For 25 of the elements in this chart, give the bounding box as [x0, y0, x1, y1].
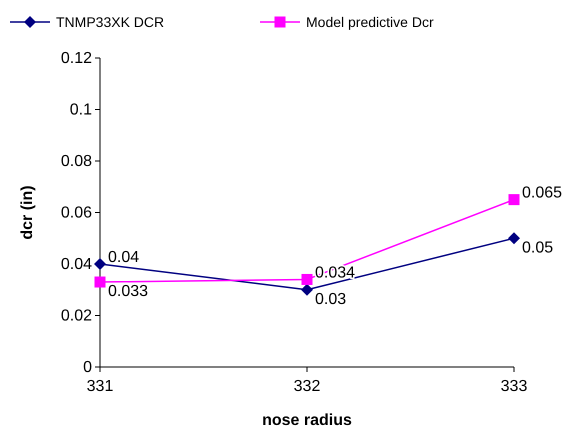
data-label: 0.05: [522, 239, 554, 256]
point: [94, 258, 106, 270]
y-tick-label: 0.1: [70, 102, 92, 118]
y-tick-label: 0.04: [60, 256, 92, 273]
legend-label: TNMP33XK DCR: [56, 14, 164, 30]
x-tick-label: 331: [86, 378, 114, 395]
y-axis-title: dcr (in): [19, 185, 36, 240]
point: [508, 194, 520, 206]
data-label: 0.03: [315, 290, 346, 308]
point: [302, 274, 312, 285]
data-label: 0.04: [108, 249, 140, 266]
point: [508, 232, 520, 244]
y-tick-label: 0: [83, 359, 92, 376]
x-tick-label: 333: [500, 378, 528, 395]
point: [94, 276, 106, 288]
legend-label: Model predictive Dcr: [306, 14, 434, 30]
data-label: 0.033: [108, 283, 148, 300]
x-tick-label: 332: [294, 378, 320, 395]
data-label: 0.065: [522, 184, 562, 202]
y-tick-label: 0.08: [60, 153, 92, 170]
y-tick-label: 0.06: [60, 204, 92, 222]
point: [301, 284, 313, 296]
y-tick-label: 0.02: [60, 308, 92, 324]
y-tick-label: 0.12: [60, 50, 92, 67]
x-axis-title: nose radius: [262, 412, 352, 429]
